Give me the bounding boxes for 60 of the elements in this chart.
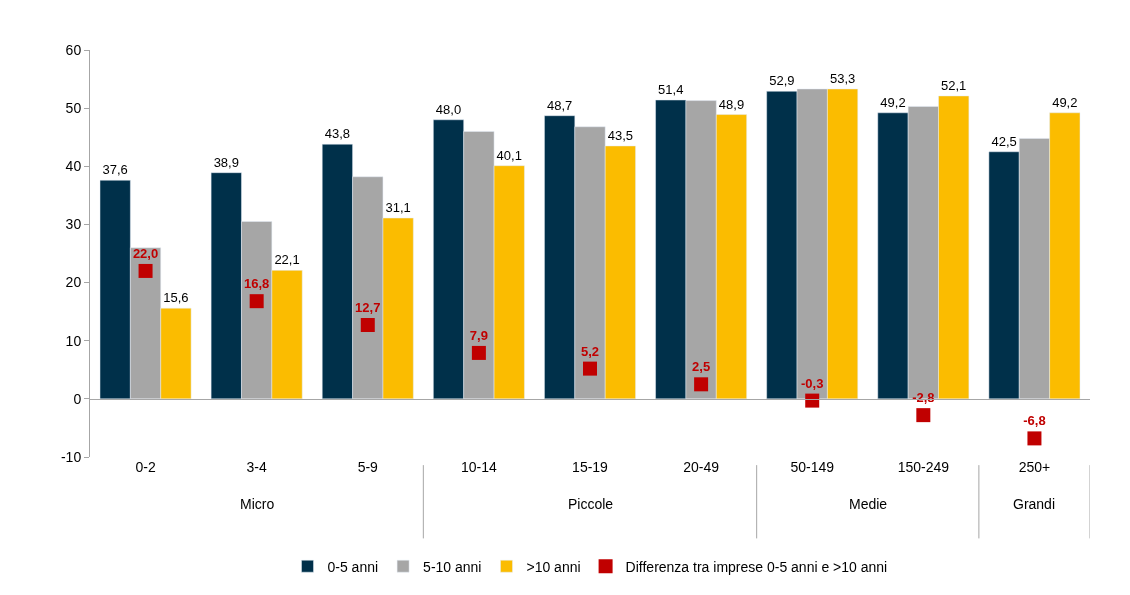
data-label: 51,4 <box>658 82 684 97</box>
legend-label: 5-10 anni <box>423 558 482 575</box>
x-tick-label: 50-149 <box>790 459 835 475</box>
point <box>249 294 264 309</box>
data-label: -6,8 <box>1023 413 1046 429</box>
data-label: 53,3 <box>829 70 856 86</box>
data-label: 48,0 <box>435 101 462 117</box>
point <box>138 263 153 278</box>
y-tick-label: 30 <box>65 216 82 233</box>
x-tick-label: 15-19 <box>572 459 609 475</box>
text: Grandi <box>1013 496 1056 512</box>
data-label: 2,5 <box>692 359 711 375</box>
point <box>583 361 597 376</box>
data-label: 31,1 <box>385 200 411 216</box>
x-tick-label: 5-9 <box>357 459 379 475</box>
point <box>471 345 486 360</box>
data-label: 16,8 <box>244 276 270 292</box>
data-label: 52,9 <box>769 73 795 89</box>
y-tick-label: 20 <box>65 274 82 291</box>
data-label: 37,6 <box>102 162 128 178</box>
point <box>1027 431 1042 446</box>
y-tick-label: -10 <box>60 448 82 465</box>
legend-label: Differenza tra imprese 0-5 anni e >10 anni <box>625 558 888 575</box>
data-label: 12,7 <box>355 300 381 316</box>
data-label: 48,7 <box>546 97 573 113</box>
y-tick-label: 60 <box>65 41 82 58</box>
text: Piccole <box>568 496 614 512</box>
x-tick-label: 150-249 <box>897 459 950 475</box>
data-label: 40,1 <box>496 147 522 163</box>
data-label: 48,9 <box>718 96 745 112</box>
data-label: 15,6 <box>163 290 189 306</box>
x-tick-label: 3-4 <box>246 459 267 475</box>
y-tick-label: 10 <box>65 332 82 349</box>
y-tick-label: 50 <box>65 100 82 117</box>
data-label: 22,1 <box>274 252 300 268</box>
data-label: 7,9 <box>469 327 488 343</box>
y-tick-label: 0 <box>73 390 82 407</box>
data-label: 43,5 <box>607 127 634 143</box>
data-label: 22,0 <box>132 245 159 261</box>
data-label: 43,8 <box>324 126 351 142</box>
point <box>805 393 820 408</box>
x-tick-label: 250+ <box>1018 459 1051 475</box>
data-label: 49,2 <box>880 94 906 110</box>
point <box>360 318 375 333</box>
point <box>694 377 709 392</box>
y-tick-label: 40 <box>65 158 82 175</box>
data-label: 38,9 <box>213 154 239 170</box>
data-label: 49,2 <box>1052 94 1078 110</box>
legend-label: >10 anni <box>526 558 581 575</box>
x-tick-label: 0-2 <box>135 459 156 475</box>
text: Micro <box>240 496 275 512</box>
text: Medie <box>849 496 888 512</box>
legend-label: 0-5 anni <box>327 558 379 575</box>
data-label: -0,3 <box>801 375 824 391</box>
x-tick-label: 10-14 <box>460 459 497 475</box>
data-label: 5,2 <box>580 343 600 359</box>
x-tick-label: 20-49 <box>683 459 720 475</box>
point <box>916 408 931 423</box>
data-label: 42,5 <box>991 133 1017 149</box>
data-label: 52,1 <box>941 77 967 93</box>
